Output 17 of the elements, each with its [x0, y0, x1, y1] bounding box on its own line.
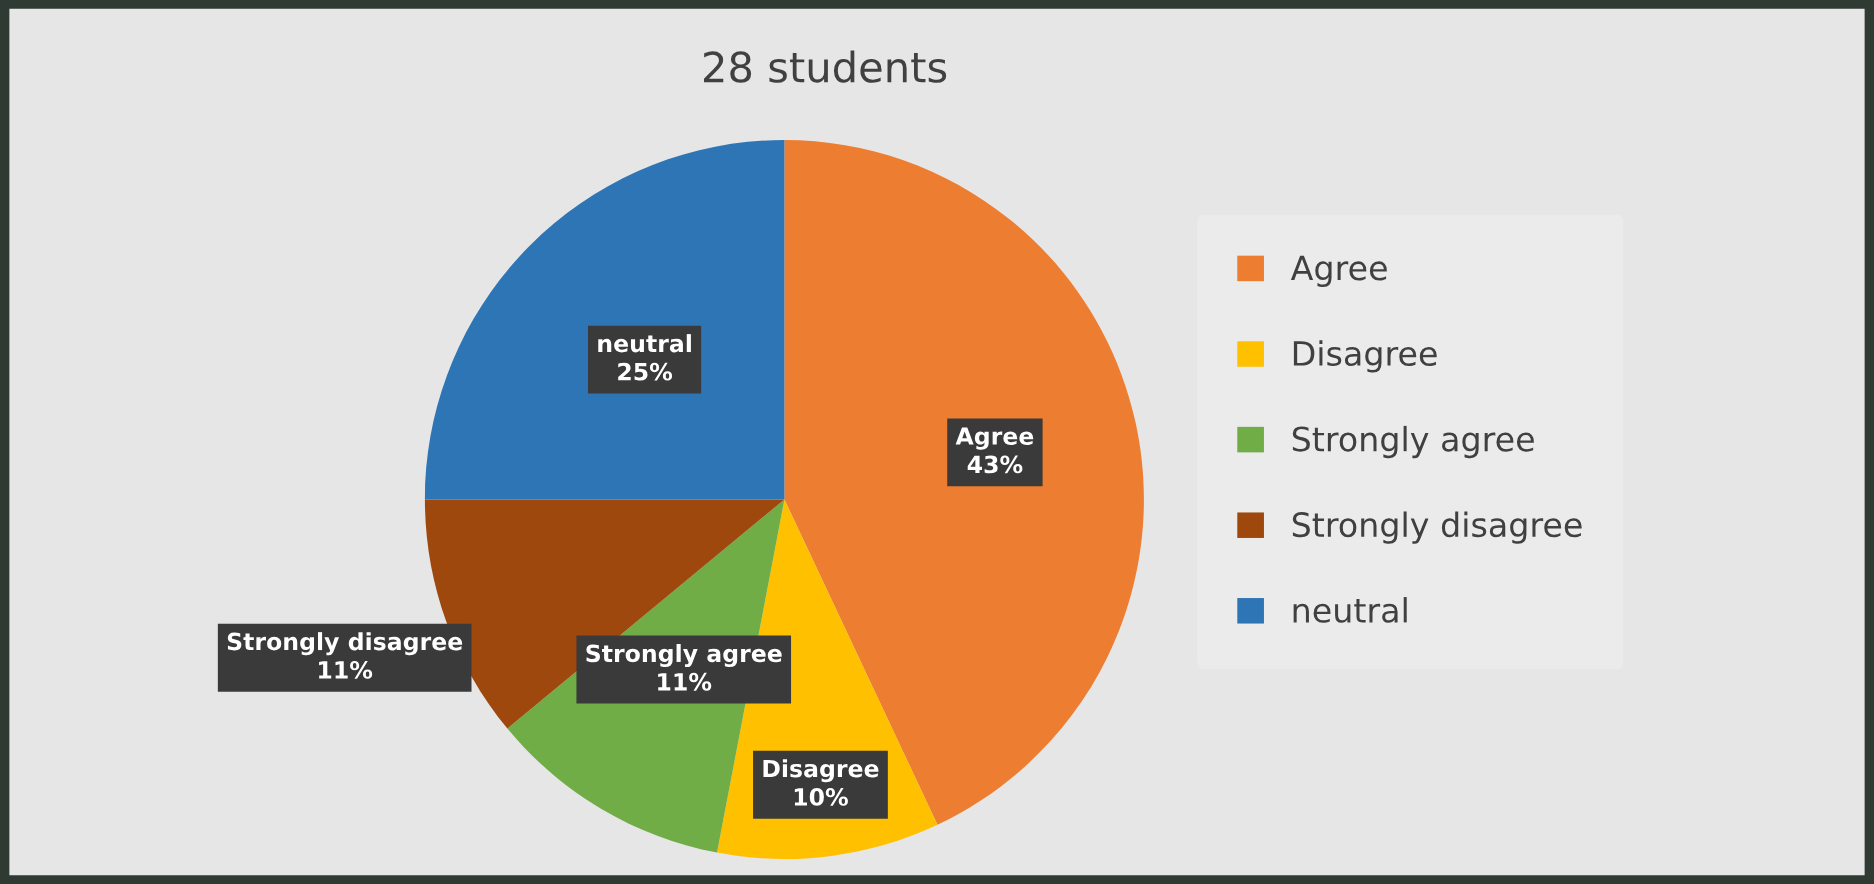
slice-label: neutral: [598, 334, 691, 353]
data-label: 25%: [618, 362, 673, 381]
chart-title: 28 students: [703, 50, 947, 83]
slice-label: Agree: [955, 427, 1034, 450]
legend-label: neutral: [1293, 597, 1407, 623]
legend-label: Agree: [1290, 255, 1387, 287]
slice-label: Strongly disagree: [227, 632, 463, 656]
legend-label: Strongly agree: [1292, 425, 1534, 459]
data-label: 10%: [794, 787, 848, 806]
pie-slice: [424, 139, 785, 500]
slice-label: Strongly agree: [586, 644, 782, 668]
data-label: 11%: [658, 672, 712, 691]
data-label: 11%: [319, 660, 373, 679]
legend-label: Strongly disagree: [1292, 511, 1582, 544]
data-label: 43%: [967, 455, 1023, 474]
legend-label: Disagree: [1293, 340, 1437, 373]
slice-label: Disagree: [763, 759, 879, 783]
